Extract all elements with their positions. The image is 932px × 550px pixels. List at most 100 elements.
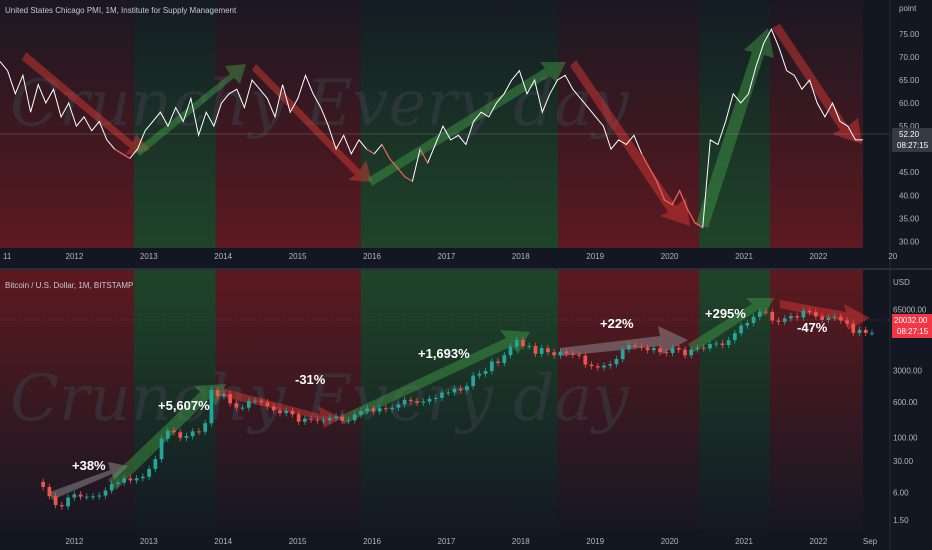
btc-last-value-tag: 20032.00 08:27:15 (892, 314, 932, 338)
btc-candle-body (739, 325, 743, 334)
btc-candle-body (826, 317, 831, 320)
btc-candle-body (265, 402, 270, 407)
btc-candle-body (589, 364, 594, 367)
btc-candle-body (340, 416, 345, 421)
btc-candle-body (296, 414, 301, 422)
btc-candle-body (757, 311, 762, 317)
btc-candle-body (421, 401, 426, 403)
btc-candle-body (377, 408, 382, 412)
btc-candle-body (309, 418, 313, 420)
btc-candle-body (496, 361, 500, 363)
btc-candle-body (284, 410, 289, 414)
top-trend-arrows (22, 24, 862, 228)
bottom-y-tick-label: 6.00 (893, 489, 909, 498)
btc-candle-body (851, 323, 856, 333)
btc-candle-body (483, 371, 488, 374)
btc-candle-body (384, 408, 388, 410)
btc-candle-body (745, 322, 750, 326)
bottom-y-tick-label: 1.50 (893, 516, 909, 525)
pmi-line-segment-contraction (419, 148, 429, 164)
btc-candle-body (471, 375, 476, 386)
top-y-tick-label: 65.00 (899, 76, 920, 85)
btc-candle-body (97, 495, 102, 497)
btc-candle-body (352, 414, 357, 421)
bottom-x-tick-label: 2016 (363, 537, 381, 546)
pmi-line-segment-contraction (694, 222, 703, 229)
percent-change-label: +38% (72, 458, 106, 473)
btc-candle-body (359, 411, 363, 415)
btc-candle-body (514, 339, 519, 347)
btc-candle-body (870, 332, 874, 334)
btc-candle-body (789, 316, 793, 319)
btc-candle-body (53, 496, 58, 506)
top-y-tick-label: 70.00 (899, 53, 920, 62)
bottom-trend-arrow (220, 388, 342, 428)
bottom-zone-expansion (360, 270, 558, 530)
top-x-axis: 11 2012 2013 2014 2015 2016 2017 2018 2019 2020 20… (3, 252, 898, 261)
btc-candle-body (246, 401, 251, 408)
bottom-unit-label: USD (893, 278, 910, 287)
btc-candle-body (346, 420, 351, 422)
pmi-line-segment-contraction (404, 176, 413, 182)
top-y-tick-label: 35.00 (899, 214, 920, 223)
btc-candle-body (184, 436, 189, 438)
top-x-tick-label: 2013 (140, 252, 158, 261)
btc-candle-body (633, 345, 638, 347)
bottom-x-tick-label: 2013 (140, 537, 158, 546)
btc-candle-body (334, 416, 338, 419)
top-x-tick-label: 2020 (661, 252, 679, 261)
bottom-y-tick-label: 65000.00 (893, 306, 927, 315)
btc-candle-body (321, 420, 326, 422)
bottom-y-tick-label: 3000.00 (893, 366, 922, 375)
btc-candle-body (197, 431, 201, 433)
top-x-tick-label: 11 (3, 252, 12, 261)
btc-candle-body (664, 352, 669, 354)
btc-candle-body (676, 347, 681, 350)
btc-candle-body (577, 354, 581, 356)
bottom-x-axis: 2012 2013 2014 2015 2016 2017 2018 2019 2020 2021… (66, 537, 878, 546)
bottom-x-tick-label: 2020 (661, 537, 679, 546)
btc-candle-body (91, 496, 95, 498)
top-x-tick-label: 20 (888, 252, 897, 261)
btc-candle-body (253, 400, 257, 402)
btc-candle-body (240, 407, 245, 409)
top-regime-zones (0, 0, 864, 248)
bottom-trend-arrow (50, 462, 128, 500)
btc-candle-body (838, 316, 843, 321)
btc-candle-body (84, 496, 89, 498)
pmi-line-segment-contraction (671, 190, 681, 205)
btc-candle-body (807, 310, 812, 313)
btc-candle-body (814, 312, 818, 317)
btc-candle-body (857, 329, 862, 333)
btc-candle-body (782, 318, 787, 322)
btc-candle-body (521, 339, 525, 347)
btc-candle-body (689, 349, 694, 356)
btc-candle-body (165, 430, 170, 439)
btc-candle-body (153, 459, 158, 469)
btc-candle-body (408, 399, 413, 402)
btc-candle-body (446, 392, 451, 394)
btc-candle-body (733, 333, 737, 341)
btc-candle-body (402, 399, 407, 405)
bottom-zone-contraction (558, 270, 700, 530)
btc-candle-body (714, 343, 719, 345)
btc-candle-body (271, 406, 276, 411)
pmi-line-segment-contraction (686, 208, 696, 224)
btc-candle-body (278, 410, 282, 414)
top-x-tick-label: 2018 (512, 252, 530, 261)
btc-candle-body (327, 418, 332, 421)
btc-candle-body (109, 483, 114, 491)
pmi-line-segment-contraction (389, 158, 398, 168)
btc-candle-body (627, 345, 631, 350)
btc-candle-body (128, 478, 133, 481)
top-x-tick-label: 2022 (810, 252, 828, 261)
bottom-regime-zones (0, 270, 864, 530)
btc-candle-body (172, 430, 176, 433)
btc-countdown: 08:27:15 (897, 327, 929, 336)
btc-candle-body (602, 365, 606, 368)
top-x-tick-label: 2015 (289, 252, 307, 261)
top-x-tick-label: 2019 (586, 252, 604, 261)
btc-candle-body (41, 481, 46, 488)
top-y-tick-label: 40.00 (899, 191, 920, 200)
btc-candle-body (427, 398, 432, 402)
